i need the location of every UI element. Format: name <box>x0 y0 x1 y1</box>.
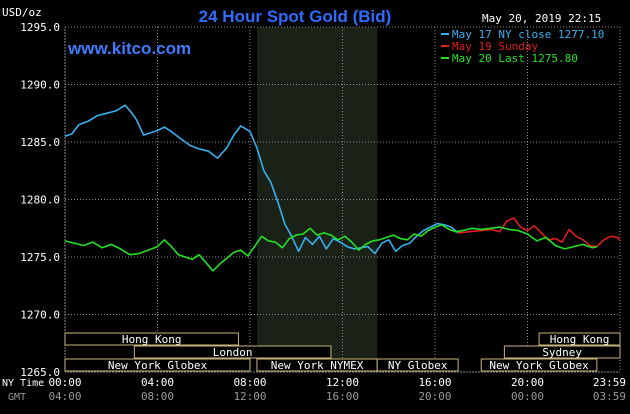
x-row2-label: GMT <box>8 392 26 403</box>
session-box <box>480 358 598 372</box>
x-tick-label-gmt: 20:00 <box>418 390 451 403</box>
session-label: New York NYMEX <box>271 359 364 372</box>
session-label: NY Globex <box>388 359 448 372</box>
y-tick-label: 1270.0 <box>20 309 60 322</box>
grid-lines <box>64 26 621 373</box>
session-label: Hong Kong <box>122 333 182 346</box>
x-tick-label-gmt: 08:00 <box>141 390 174 403</box>
session-bar: London <box>133 345 332 359</box>
series-line-0 <box>64 104 459 255</box>
session-box <box>376 358 459 372</box>
legend-entry: May 19 Sunday <box>452 40 538 53</box>
session-bar: New York NYMEX <box>256 358 378 372</box>
x-tick-label-gmt: 03:59 <box>593 390 626 403</box>
site-watermark: www.kitco.com <box>67 39 191 58</box>
session-bar: NY Globex <box>376 358 459 372</box>
x-tick-label-ny: 16:00 <box>418 376 451 389</box>
x-axis-ticks: 00:0004:0004:0008:0008:0012:0012:0016:00… <box>48 376 626 403</box>
session-bar: Sydney <box>503 345 621 359</box>
x-row1-label: NY Time <box>2 378 44 389</box>
y-tick-label: 1285.0 <box>20 136 60 149</box>
y-unit-label: USD/oz <box>2 6 42 19</box>
session-box <box>64 332 239 346</box>
price-series <box>64 104 621 272</box>
timestamp: May 20, 2019 22:15 <box>482 12 601 25</box>
x-tick-label-gmt: 12:00 <box>233 390 266 403</box>
series-line-2 <box>64 224 598 272</box>
legend-entry: May 17 NY close 1277.10 <box>452 28 604 41</box>
legend-entry: May 20 Last 1275.80 <box>452 52 578 65</box>
y-tick-label: 1290.0 <box>20 79 60 92</box>
session-label: New York Globex <box>108 359 208 372</box>
x-tick-label-gmt: 16:00 <box>326 390 359 403</box>
session-bar: New York Globex <box>64 358 251 372</box>
x-tick-label-ny: 08:00 <box>233 376 266 389</box>
x-tick-label-ny: 04:00 <box>141 376 174 389</box>
chart-title: 24 Hour Spot Gold (Bid) <box>199 7 392 26</box>
session-box <box>538 332 621 346</box>
x-tick-label-gmt: 04:00 <box>48 390 81 403</box>
session-box <box>64 358 251 372</box>
legend: May 17 NY close 1277.10 May 19 Sunday Ma… <box>441 28 604 65</box>
x-tick-label-ny: 12:00 <box>326 376 359 389</box>
y-tick-label: 1280.0 <box>20 194 60 207</box>
x-tick-label-ny: 20:00 <box>511 376 544 389</box>
session-label: New York Globex <box>489 359 589 372</box>
session-bar: Hong Kong <box>64 332 239 346</box>
y-axis-ticks: 1295.0 1290.0 1285.0 1280.0 1275.0 1270.0 1265… <box>20 21 60 379</box>
x-tick-label-ny: 23:59 <box>593 376 626 389</box>
session-label: Hong Kong <box>550 333 610 346</box>
x-tick-label-ny: 00:00 <box>48 376 81 389</box>
x-tick-label-gmt: 00:00 <box>511 390 544 403</box>
session-box <box>503 345 621 359</box>
session-label: London <box>213 346 253 359</box>
session-box <box>133 345 332 359</box>
session-label: Sydney <box>542 346 582 359</box>
y-tick-label: 1275.0 <box>20 251 60 264</box>
y-tick-label: 1295.0 <box>20 21 60 34</box>
session-bar: Hong Kong <box>538 332 621 346</box>
session-bar: New York Globex <box>480 358 598 372</box>
y-tick-label: 1265.0 <box>20 366 60 379</box>
